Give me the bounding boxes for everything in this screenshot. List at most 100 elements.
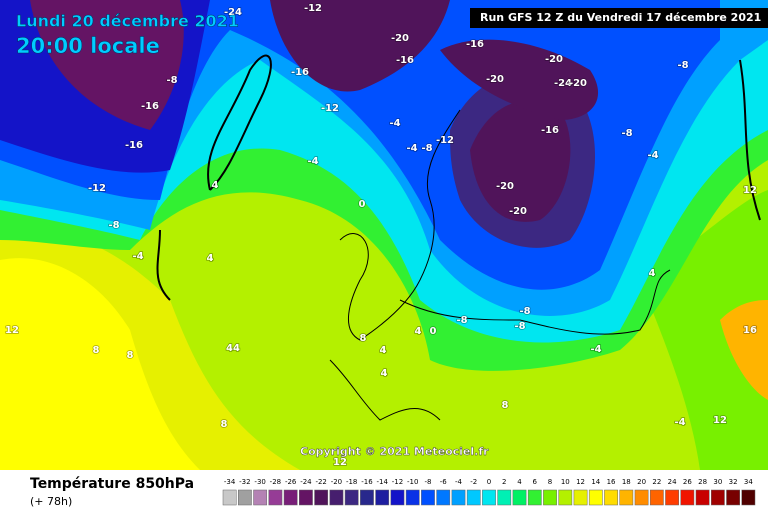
scale-label: 26 (683, 478, 692, 486)
contour-label: 4 (415, 326, 422, 337)
scale-label: -22 (315, 478, 326, 486)
contour-label: -8 (514, 321, 525, 332)
scale-label: -10 (407, 478, 418, 486)
scale-swatch (405, 489, 420, 506)
footer-title: Température 850hPa (30, 476, 194, 492)
scale-swatch (665, 489, 679, 506)
contour-label: 4 (212, 180, 219, 191)
contour-label: -4 (674, 417, 685, 428)
contour-label: 12 (5, 325, 19, 336)
scale-swatch (573, 489, 588, 506)
contour-label: 44 (226, 343, 240, 354)
contour-label: -16 (141, 101, 159, 112)
contour-label: -8 (108, 220, 119, 231)
scale-label: 32 (729, 478, 738, 486)
contour-label: -4 (389, 118, 400, 129)
scale-label: 2 (502, 478, 506, 486)
scale-swatch (360, 489, 374, 506)
copyright: Copyright © 2021 Meteociel.fr (300, 445, 489, 458)
scale-label: -6 (440, 478, 448, 486)
contour-label: -4 (307, 156, 318, 167)
scale-swatch (680, 489, 695, 506)
contour-label: -12 (436, 135, 454, 146)
contour-label: -8 (166, 75, 177, 86)
contour-label: -20 (569, 78, 587, 89)
scale-swatch (710, 489, 725, 506)
scale-swatch (436, 489, 451, 506)
contour-label: 8 (502, 400, 509, 411)
scale-swatch (283, 489, 298, 506)
contour-label: 12 (333, 457, 347, 468)
contour-label: 12 (743, 185, 757, 196)
run-box (470, 8, 768, 28)
contour-label: -4 (590, 344, 601, 355)
scale-label: -30 (254, 478, 265, 486)
scale-swatch (497, 489, 512, 506)
scale-label: 4 (517, 478, 522, 486)
contour-labels: -24 -12-20-16-20-20 -24-20-16-20-20-8-8-4-… (4, 2, 757, 469)
scale-swatch (344, 489, 359, 506)
scale-label: 10 (561, 478, 570, 486)
scale-swatch (634, 489, 649, 506)
scale-label: 22 (652, 478, 661, 486)
contour-label: -8 (421, 143, 432, 154)
scale-label: 24 (668, 478, 677, 486)
contour-label: 8 (360, 333, 367, 344)
contour-label: -12 (321, 103, 339, 114)
contour-label: 16 (743, 325, 757, 336)
contour-label: -20 (486, 74, 504, 85)
contour-label: 4 (381, 368, 388, 379)
scale-label: -8 (424, 478, 431, 486)
scale-label: 30 (713, 478, 722, 486)
contour-label: -8 (677, 60, 688, 71)
contour-label: -24 (224, 7, 242, 18)
contour-label: -20 (391, 33, 409, 44)
contour-label: 4 (649, 268, 656, 279)
scale-swatch (649, 489, 664, 506)
scale-swatch (421, 489, 435, 506)
scale-label: 0 (487, 478, 491, 486)
contour-label: -8 (456, 315, 467, 326)
contour-label: 0 (359, 199, 366, 210)
scale-swatch (527, 489, 542, 506)
scale-label: 12 (576, 478, 585, 486)
scale-swatch (238, 489, 252, 506)
scale-swatch (512, 489, 527, 506)
local-time: 20:00 locale (16, 34, 160, 58)
scale-swatch (299, 489, 313, 506)
contour-label: -12 (88, 183, 106, 194)
color-scale: -34 -32 -30 -28 -26 -24 -22 -20 -18 -16 -14 -12 -10-… (222, 478, 756, 506)
scale-label: 16 (607, 478, 616, 486)
contour-label: -24 (554, 78, 572, 89)
coastlines (156, 54, 761, 421)
scale-label: -14 (376, 478, 388, 486)
scale-label: 6 (533, 478, 538, 486)
contour-label: 4 (207, 253, 214, 264)
scale-swatch (253, 489, 268, 506)
scale-label: -18 (346, 478, 357, 486)
contour-label: -8 (621, 128, 632, 139)
date: Lundi 20 décembre 2021 (16, 12, 239, 31)
scale-swatch (604, 489, 618, 506)
contour-label: 8 (127, 350, 134, 361)
scale-label: -4 (455, 478, 463, 486)
scale-label: -20 (331, 478, 342, 486)
scale-label: -16 (361, 478, 373, 486)
contour-label: -20 (545, 54, 563, 65)
scale-label: 8 (548, 478, 552, 486)
scale-label: -12 (392, 478, 403, 486)
scale-label: 20 (637, 478, 646, 486)
scale-swatch (314, 489, 329, 506)
scale-swatch (466, 489, 481, 506)
scale-swatch (741, 489, 756, 506)
contour-label: -16 (396, 55, 414, 66)
scale-swatch (619, 489, 634, 506)
scale-swatch (375, 489, 390, 506)
scale-swatch (482, 489, 496, 506)
contour-label: 0 (430, 326, 437, 337)
scale-swatch (268, 489, 283, 506)
scale-swatch (588, 489, 603, 506)
scale-label: -34 (224, 478, 236, 486)
scale-swatch (726, 489, 740, 506)
